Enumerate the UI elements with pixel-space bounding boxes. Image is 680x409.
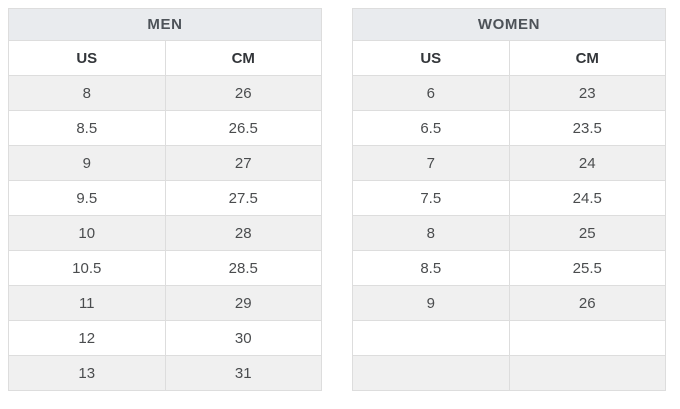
size-cell: 26.5	[164, 110, 322, 146]
size-cell: 12	[8, 320, 166, 356]
men-column-header-us: US	[8, 40, 166, 76]
men-table-body: 8 26 8.5 26.5 9 27 9.5 27.5 10 28 10.5 28.5 11 29 12 30…	[8, 75, 322, 391]
women-table-body: 6 23 6.5 23.5 7 24 7.5 24.5 8 25 8.5 25.5 9 26	[352, 75, 666, 391]
table-row: 6.5 23.5	[352, 110, 666, 146]
size-cell	[508, 320, 666, 356]
size-cell: 24.5	[508, 180, 666, 216]
size-cell: 11	[8, 285, 166, 321]
table-row: 7.5 24.5	[352, 180, 666, 216]
size-cell	[352, 320, 510, 356]
size-cell: 8.5	[8, 110, 166, 146]
size-cell: 26	[164, 75, 322, 111]
size-cell: 8	[352, 215, 510, 251]
size-cell: 6	[352, 75, 510, 111]
men-column-header-cm: CM	[164, 40, 322, 76]
column-header-row: US CM	[352, 40, 666, 76]
table-row: 9 26	[352, 285, 666, 321]
size-cell: 8	[8, 75, 166, 111]
table-row	[352, 320, 666, 356]
size-cell: 23.5	[508, 110, 666, 146]
table-row: 8.5 26.5	[8, 110, 322, 146]
table-row: 10.5 28.5	[8, 250, 322, 286]
section-header-row: WOMEN	[352, 8, 666, 41]
size-cell: 7.5	[352, 180, 510, 216]
size-cell: 13	[8, 355, 166, 391]
size-cell: 29	[164, 285, 322, 321]
women-column-header-cm: CM	[508, 40, 666, 76]
size-cell: 7	[352, 145, 510, 181]
size-cell: 28.5	[164, 250, 322, 286]
women-table-head: WOMEN US CM	[352, 8, 666, 76]
size-cell: 9.5	[8, 180, 166, 216]
table-row: 13 31	[8, 355, 322, 391]
men-table-title: MEN	[8, 8, 322, 41]
size-cell: 10.5	[8, 250, 166, 286]
column-header-row: US CM	[8, 40, 322, 76]
size-cell: 30	[164, 320, 322, 356]
size-cell: 6.5	[352, 110, 510, 146]
size-cell: 9	[8, 145, 166, 181]
size-cell: 25	[508, 215, 666, 251]
table-row: 8 25	[352, 215, 666, 251]
section-header-row: MEN	[8, 8, 322, 41]
women-column-header-us: US	[352, 40, 510, 76]
men-size-table: MEN US CM 8 26 8.5 26.5 9 27 9.5 27.5 10 28 10.5 28…	[8, 8, 322, 391]
women-size-table: WOMEN US CM 6 23 6.5 23.5 7 24 7.5 24.5 8 25 8.5 25…	[352, 8, 666, 391]
size-cell: 25.5	[508, 250, 666, 286]
table-row: 7 24	[352, 145, 666, 181]
table-row: 8.5 25.5	[352, 250, 666, 286]
table-row: 9.5 27.5	[8, 180, 322, 216]
men-table-head: MEN US CM	[8, 8, 322, 76]
size-cell	[508, 355, 666, 391]
women-table-title: WOMEN	[352, 8, 666, 41]
table-row: 9 27	[8, 145, 322, 181]
size-cell: 23	[508, 75, 666, 111]
size-cell: 9	[352, 285, 510, 321]
size-cell: 27.5	[164, 180, 322, 216]
size-cell: 27	[164, 145, 322, 181]
table-row: 6 23	[352, 75, 666, 111]
table-row: 10 28	[8, 215, 322, 251]
size-cell	[352, 355, 510, 391]
table-row: 11 29	[8, 285, 322, 321]
table-row: 12 30	[8, 320, 322, 356]
table-row: 8 26	[8, 75, 322, 111]
size-cell: 26	[508, 285, 666, 321]
size-cell: 28	[164, 215, 322, 251]
size-cell: 10	[8, 215, 166, 251]
table-row	[352, 355, 666, 391]
size-charts-container: MEN US CM 8 26 8.5 26.5 9 27 9.5 27.5 10 28 10.5 28…	[8, 8, 666, 391]
size-cell: 31	[164, 355, 322, 391]
size-cell: 24	[508, 145, 666, 181]
size-cell: 8.5	[352, 250, 510, 286]
